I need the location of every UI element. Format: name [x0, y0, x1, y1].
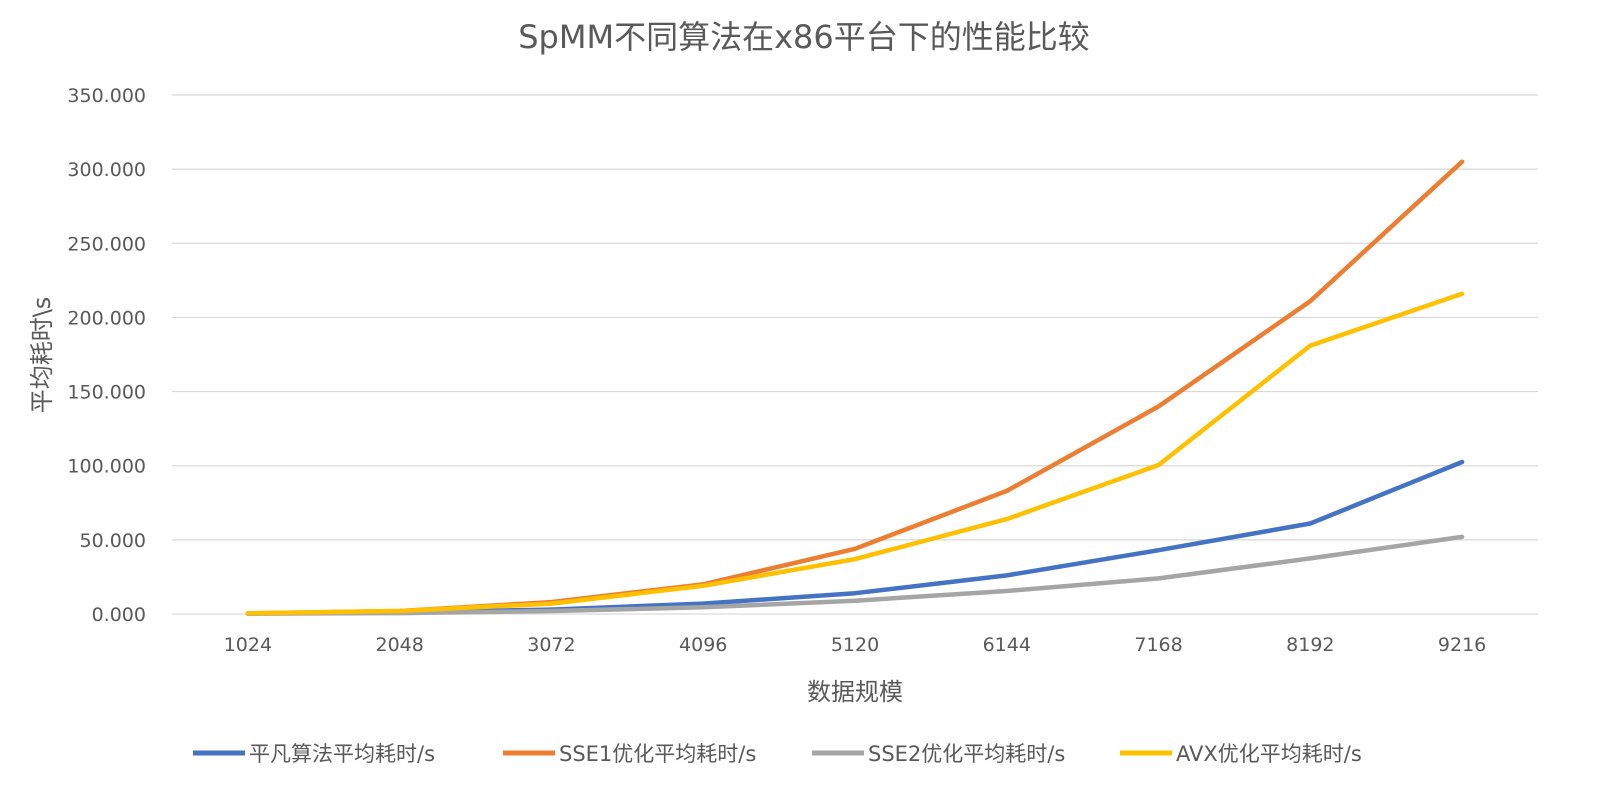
series-line-1 — [245, 159, 1465, 616]
legend-label: SSE1优化平均耗时/s — [559, 742, 756, 766]
series-line-2 — [245, 534, 1465, 616]
y-tick-label: 150.000 — [67, 382, 146, 404]
y-tick-label: 0.000 — [92, 604, 146, 626]
legend-item: SSE1优化平均耗时/s — [503, 742, 756, 766]
legend-label: 平凡算法平均耗时/s — [249, 742, 435, 766]
legend-item: AVX优化平均耗时/s — [1120, 742, 1362, 766]
legend-label: AVX优化平均耗时/s — [1176, 742, 1362, 766]
series-line-3 — [245, 291, 1465, 616]
y-tick-label: 50.000 — [80, 530, 146, 552]
legend-item: 平凡算法平均耗时/s — [193, 742, 435, 766]
series-lines — [245, 159, 1465, 616]
y-tick-label: 200.000 — [67, 307, 146, 329]
x-tick-label: 9216 — [1438, 634, 1486, 656]
x-tick-label: 8192 — [1286, 634, 1334, 656]
y-tick-label: 300.000 — [67, 159, 146, 181]
x-tick-label: 3072 — [527, 634, 575, 656]
x-tick-label: 6144 — [983, 634, 1031, 656]
x-tick-label: 7168 — [1134, 634, 1182, 656]
y-tick-label: 350.000 — [67, 85, 146, 107]
legend-item: SSE2优化平均耗时/s — [812, 742, 1065, 766]
chart-title: SpMM不同算法在x86平台下的性能比较 — [518, 18, 1090, 56]
x-tick-label: 1024 — [224, 634, 272, 656]
y-axis-ticks: 0.000 50.000 100.000 150.000 200.000 250.000 3… — [67, 85, 146, 626]
legend: 平凡算法平均耗时/s SSE1优化平均耗时/s SSE2优化平均耗时/s AVX优化平… — [193, 742, 1362, 766]
x-axis-title: 数据规模 — [807, 678, 903, 706]
y-axis-title: 平均耗时\s — [28, 297, 56, 414]
x-axis-ticks: 1024 2048 3072 4096 5120 6144 7168 8192 9216 — [224, 634, 1487, 656]
series-line-0 — [245, 459, 1465, 616]
y-tick-label: 250.000 — [67, 233, 146, 255]
x-tick-label: 2048 — [375, 634, 423, 656]
x-tick-label: 5120 — [831, 634, 879, 656]
x-tick-label: 4096 — [679, 634, 727, 656]
y-tick-label: 100.000 — [67, 456, 146, 478]
gridlines — [172, 94, 1538, 615]
legend-label: SSE2优化平均耗时/s — [868, 742, 1065, 766]
